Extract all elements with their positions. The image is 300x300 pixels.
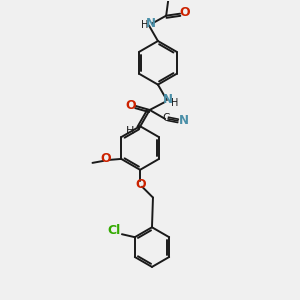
Text: O: O [125,98,136,112]
Text: Cl: Cl [107,224,121,237]
Text: H: H [141,20,148,30]
Text: O: O [136,178,146,191]
Text: H: H [171,98,178,108]
Text: H: H [126,126,134,136]
Text: N: N [179,114,189,128]
Text: O: O [100,152,111,165]
Text: O: O [180,6,190,19]
Text: N: N [146,17,156,30]
Text: N: N [163,93,173,106]
Text: C: C [162,113,170,123]
